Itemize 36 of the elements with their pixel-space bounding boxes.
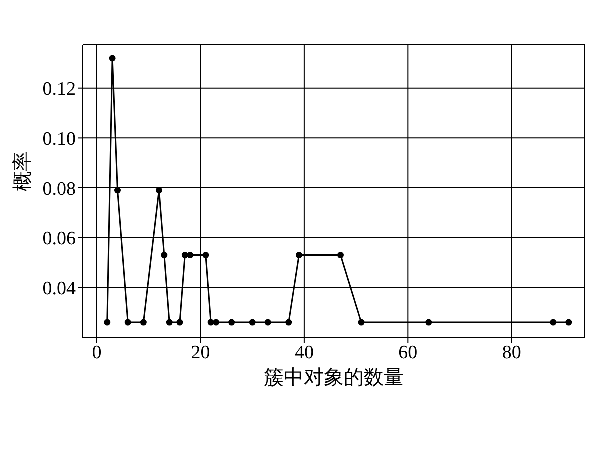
point (187, 252, 194, 259)
point (550, 319, 557, 326)
point (264, 319, 272, 326)
point (249, 319, 256, 326)
y-axis-title: 概率 (12, 152, 34, 192)
point (161, 252, 168, 259)
x-tick-label: 40 (294, 342, 314, 364)
point (228, 319, 236, 326)
point (286, 319, 292, 326)
x-axis-title: 簇中对象的数量 (264, 367, 404, 390)
point (109, 55, 116, 62)
x-tick-label: 60 (398, 342, 418, 364)
point (166, 319, 173, 326)
point (124, 319, 132, 326)
x-tick-label: 20 (191, 342, 210, 364)
point (114, 187, 121, 194)
point (566, 319, 572, 326)
point (337, 252, 344, 259)
y-tick-label: 0.10 (42, 128, 76, 150)
y-tick-label: 0.08 (42, 178, 76, 200)
y-tick-label: 0.04 (42, 278, 76, 300)
point (426, 319, 432, 326)
point (213, 319, 220, 326)
y-tick-label: 0.06 (42, 228, 76, 250)
point (202, 252, 210, 259)
point (296, 252, 303, 259)
x-tick-label: 0 (92, 342, 102, 364)
point (208, 319, 214, 326)
point (140, 319, 147, 326)
point (156, 187, 162, 194)
y-tick-label: 0.12 (42, 79, 76, 100)
point (176, 319, 184, 326)
point (104, 319, 111, 326)
point (182, 252, 188, 259)
point (358, 319, 365, 326)
x-tick-label: 80 (502, 342, 522, 364)
